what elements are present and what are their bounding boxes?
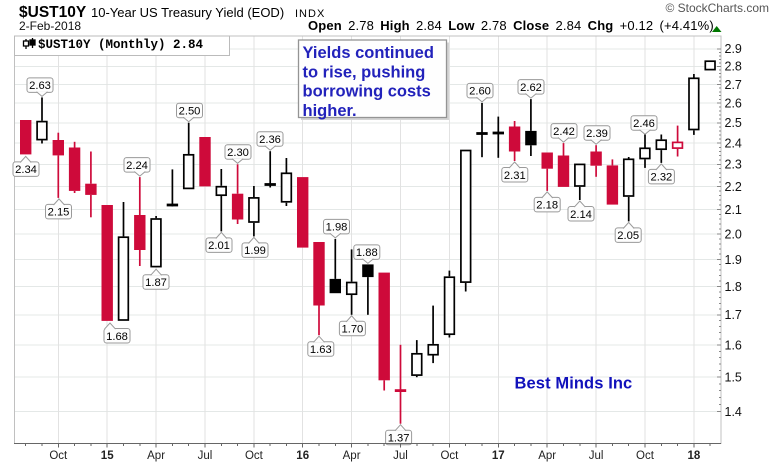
svg-text:Jul: Jul — [589, 450, 604, 462]
svg-text:2-Feb-2018: 2-Feb-2018 — [19, 19, 81, 33]
svg-text:2.14: 2.14 — [570, 209, 592, 221]
svg-text:Apr: Apr — [343, 450, 361, 462]
svg-text:2.62: 2.62 — [520, 82, 542, 94]
svg-text:15: 15 — [101, 450, 114, 462]
svg-text:10-Year US Treasury Yield (EOD: 10-Year US Treasury Yield (EOD) — [91, 5, 284, 20]
svg-text:2.36: 2.36 — [259, 134, 281, 146]
svg-text:Oct: Oct — [636, 450, 655, 462]
svg-text:2.7: 2.7 — [725, 78, 742, 92]
svg-text:1.98: 1.98 — [326, 222, 348, 234]
svg-text:1.68: 1.68 — [106, 331, 128, 343]
svg-text:2.50: 2.50 — [179, 106, 201, 118]
svg-text:1.63: 1.63 — [310, 344, 332, 356]
svg-text:2.2: 2.2 — [725, 180, 742, 194]
svg-text:1.70: 1.70 — [342, 324, 364, 336]
svg-text:1.99: 1.99 — [244, 245, 266, 257]
svg-text:2.15: 2.15 — [48, 207, 70, 219]
svg-text:Oct: Oct — [245, 450, 264, 462]
svg-text:1.8: 1.8 — [725, 280, 742, 294]
svg-text:INDX: INDX — [295, 8, 325, 20]
svg-text:2.0: 2.0 — [725, 227, 742, 241]
svg-text:Oct: Oct — [49, 450, 68, 462]
svg-text:Jul: Jul — [393, 450, 408, 462]
svg-text:2.18: 2.18 — [536, 200, 558, 212]
svg-text:2.60: 2.60 — [469, 86, 491, 98]
svg-text:2.4: 2.4 — [725, 137, 742, 151]
svg-text:1.4: 1.4 — [725, 405, 742, 419]
svg-text:to rise, pushing: to rise, pushing — [303, 63, 426, 81]
svg-text:16: 16 — [296, 450, 309, 462]
svg-text:© StockCharts.com: © StockCharts.com — [665, 1, 769, 15]
svg-text:2.39: 2.39 — [586, 128, 608, 140]
svg-text:17: 17 — [492, 450, 505, 462]
svg-text:2.24: 2.24 — [126, 160, 148, 172]
svg-text:1.7: 1.7 — [725, 308, 742, 322]
svg-text:2.9: 2.9 — [725, 42, 742, 56]
svg-text:Best Minds Inc: Best Minds Inc — [515, 375, 633, 393]
svg-text:2.32: 2.32 — [651, 172, 673, 184]
svg-text:2.30: 2.30 — [227, 147, 249, 159]
svg-text:higher.: higher. — [303, 102, 357, 120]
svg-text:Yields continued: Yields continued — [303, 44, 434, 62]
svg-text:$UST10Y (Monthly) 2.84: $UST10Y (Monthly) 2.84 — [38, 38, 204, 52]
svg-text:1.9: 1.9 — [725, 253, 742, 267]
svg-text:2.8: 2.8 — [725, 60, 742, 74]
svg-text:2.01: 2.01 — [208, 240, 230, 252]
svg-text:1.37: 1.37 — [388, 433, 410, 445]
svg-text:2.05: 2.05 — [617, 230, 639, 242]
svg-text:2.6: 2.6 — [725, 97, 742, 111]
svg-text:2.34: 2.34 — [15, 164, 37, 176]
svg-text:Jul: Jul — [198, 450, 213, 462]
svg-text:2.5: 2.5 — [725, 116, 742, 130]
svg-text:borrowing costs: borrowing costs — [303, 83, 431, 101]
svg-text:1.88: 1.88 — [356, 247, 378, 259]
svg-text:2.63: 2.63 — [29, 80, 51, 92]
svg-text:1.87: 1.87 — [145, 277, 167, 289]
svg-text:2.42: 2.42 — [553, 126, 575, 138]
svg-text:1.6: 1.6 — [725, 338, 742, 352]
svg-text:Open 2.78 High 2.84 Low 2.78 C: Open 2.78 High 2.84 Low 2.78 Close 2.84 … — [308, 18, 714, 33]
svg-text:2.3: 2.3 — [725, 158, 742, 172]
svg-text:Oct: Oct — [440, 450, 459, 462]
svg-text:2.31: 2.31 — [504, 170, 526, 182]
svg-text:18: 18 — [688, 450, 701, 462]
svg-text:$UST10Y: $UST10Y — [19, 4, 87, 21]
svg-text:1.5: 1.5 — [725, 371, 742, 385]
svg-text:Apr: Apr — [147, 450, 165, 462]
svg-text:Apr: Apr — [538, 450, 556, 462]
svg-text:2.1: 2.1 — [725, 203, 742, 217]
svg-text:2.46: 2.46 — [633, 118, 655, 130]
